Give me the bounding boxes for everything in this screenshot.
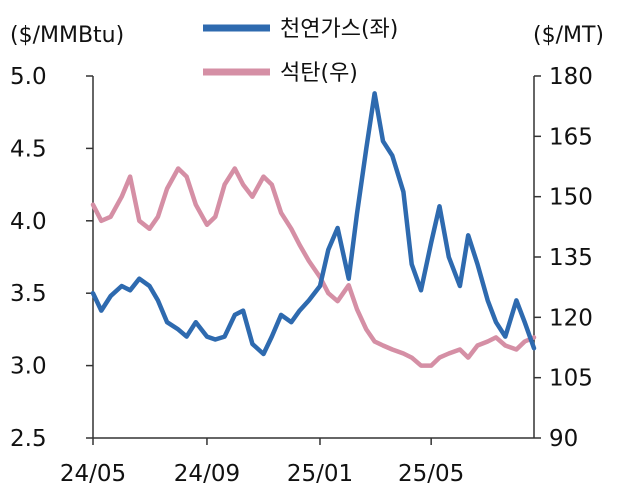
- right-tick-label: 165: [549, 124, 593, 150]
- right-tick-label: 180: [549, 64, 593, 90]
- x-tick-label: 24/05: [60, 461, 126, 487]
- left-tick-label: 2.5: [10, 426, 47, 452]
- right-axis-unit-label: ($/MT): [533, 23, 604, 48]
- x-axis-ticks: 24/05 24/09 25/01 25/05: [60, 438, 464, 487]
- right-tick-label: 120: [549, 305, 593, 331]
- legend: 천연가스(좌) 석탄(우): [203, 17, 398, 86]
- plot-frame: [92, 76, 535, 439]
- right-tick-label: 150: [549, 185, 593, 211]
- left-tick-label: 5.0: [10, 64, 47, 90]
- left-tick-label: 4.5: [10, 136, 47, 162]
- left-axis-unit-label: ($/MMBtu): [10, 23, 124, 48]
- left-tick-label: 4.0: [10, 209, 47, 235]
- series-layer: [90, 91, 537, 368]
- right-tick-label: 135: [549, 245, 593, 271]
- x-tick-label: 25/05: [398, 461, 464, 487]
- series-line-coal: [90, 166, 537, 368]
- right-tick-label: 105: [549, 366, 593, 392]
- x-tick-label: 25/01: [287, 461, 353, 487]
- x-tick-label: 24/09: [174, 461, 240, 487]
- left-tick-label: 3.0: [10, 354, 47, 380]
- legend-label-natural-gas: 천연가스(좌): [280, 17, 398, 42]
- left-axis-ticks: 2.5 3.0 3.5 4.0 4.5 5.0: [10, 64, 93, 452]
- left-tick-label: 3.5: [10, 281, 47, 307]
- series-line-natural-gas: [90, 91, 537, 357]
- right-axis-ticks: 90 105 120 135 150 165 180: [534, 64, 593, 452]
- right-tick-label: 90: [549, 426, 578, 452]
- legend-label-coal: 석탄(우): [280, 61, 358, 86]
